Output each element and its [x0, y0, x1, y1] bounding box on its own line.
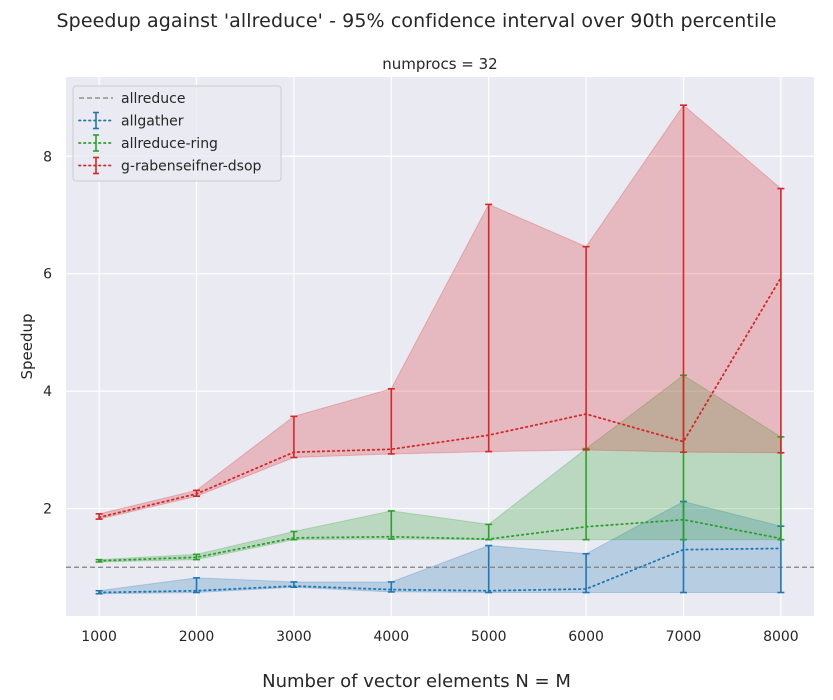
- legend-item-allreduce-ring: allreduce-ring: [78, 134, 218, 152]
- error-bar-g-rabenseifner-dsop: [777, 187, 785, 454]
- series-line-g-rabenseifner-dsop: [98, 276, 782, 519]
- error-bar-allgather: [290, 581, 298, 589]
- x-tick-label: 6000: [568, 629, 604, 645]
- error-bar-allreduce-ring: [485, 523, 493, 541]
- error-bar-allgather: [485, 544, 493, 594]
- error-bars: [95, 104, 785, 595]
- legend-item-g-rabenseifner-dsop: g-rabenseifner-dsop: [78, 156, 262, 175]
- x-tick-label: 1000: [81, 629, 117, 645]
- y-tick-label: 2: [43, 502, 52, 518]
- error-bar-allgather: [95, 589, 103, 595]
- x-tick-labels: 1000 2000 3000 4000 5000 6000 7000 8000: [81, 629, 798, 645]
- legend-label: allreduce-ring: [121, 136, 218, 152]
- error-bar-g-rabenseifner-dsop: [485, 203, 493, 453]
- y-tick-labels: 2 4 6 8: [43, 149, 52, 517]
- legend-label: g-rabenseifner-dsop: [121, 159, 262, 175]
- figure-suptitle: Speedup against 'allreduce' - 95% confid…: [56, 10, 777, 32]
- legend: allreduce allgather allreduce-ring g-rabens…: [72, 85, 282, 182]
- error-bar-g-rabenseifner-dsop: [193, 489, 201, 498]
- error-bar-allgather: [193, 577, 201, 594]
- x-tick-label: 2000: [179, 629, 215, 645]
- legend-label: allreduce: [121, 91, 186, 107]
- error-bar-allreduce-ring: [95, 558, 103, 563]
- y-tick-label: 8: [43, 149, 52, 165]
- legend-item-allgather: allgather: [78, 111, 184, 130]
- error-bar-allreduce-ring: [193, 553, 201, 561]
- y-tick-label: 6: [43, 267, 52, 283]
- x-tick-label: 3000: [276, 629, 312, 645]
- error-bar-g-rabenseifner-dsop: [95, 513, 103, 520]
- x-tick-label: 4000: [373, 629, 409, 645]
- error-bar-g-rabenseifner-dsop: [290, 415, 298, 459]
- legend-label: allgather: [121, 114, 184, 130]
- error-bar-allreduce-ring: [387, 510, 395, 540]
- y-tick-label: 4: [43, 384, 52, 400]
- y-axis-label: Speedup: [18, 313, 36, 379]
- x-tick-label: 8000: [763, 629, 799, 645]
- x-axis-label: Number of vector elements N = M: [262, 671, 571, 692]
- x-tick-label: 7000: [666, 629, 702, 645]
- error-bar-allreduce-ring: [290, 530, 298, 541]
- x-tick-label: 5000: [471, 629, 507, 645]
- error-bar-g-rabenseifner-dsop: [582, 245, 590, 451]
- legend-item-allreduce: allreduce: [79, 91, 186, 107]
- error-bar-allgather: [387, 581, 395, 593]
- axes-title: numprocs = 32: [382, 55, 497, 73]
- error-bar-g-rabenseifner-dsop: [679, 104, 687, 453]
- series-line-allgather: [98, 547, 782, 594]
- error-bar-allgather: [582, 552, 590, 594]
- error-bar-g-rabenseifner-dsop: [387, 387, 395, 455]
- legend-frame: [72, 85, 282, 182]
- series-line-allreduce-ring: [98, 518, 782, 562]
